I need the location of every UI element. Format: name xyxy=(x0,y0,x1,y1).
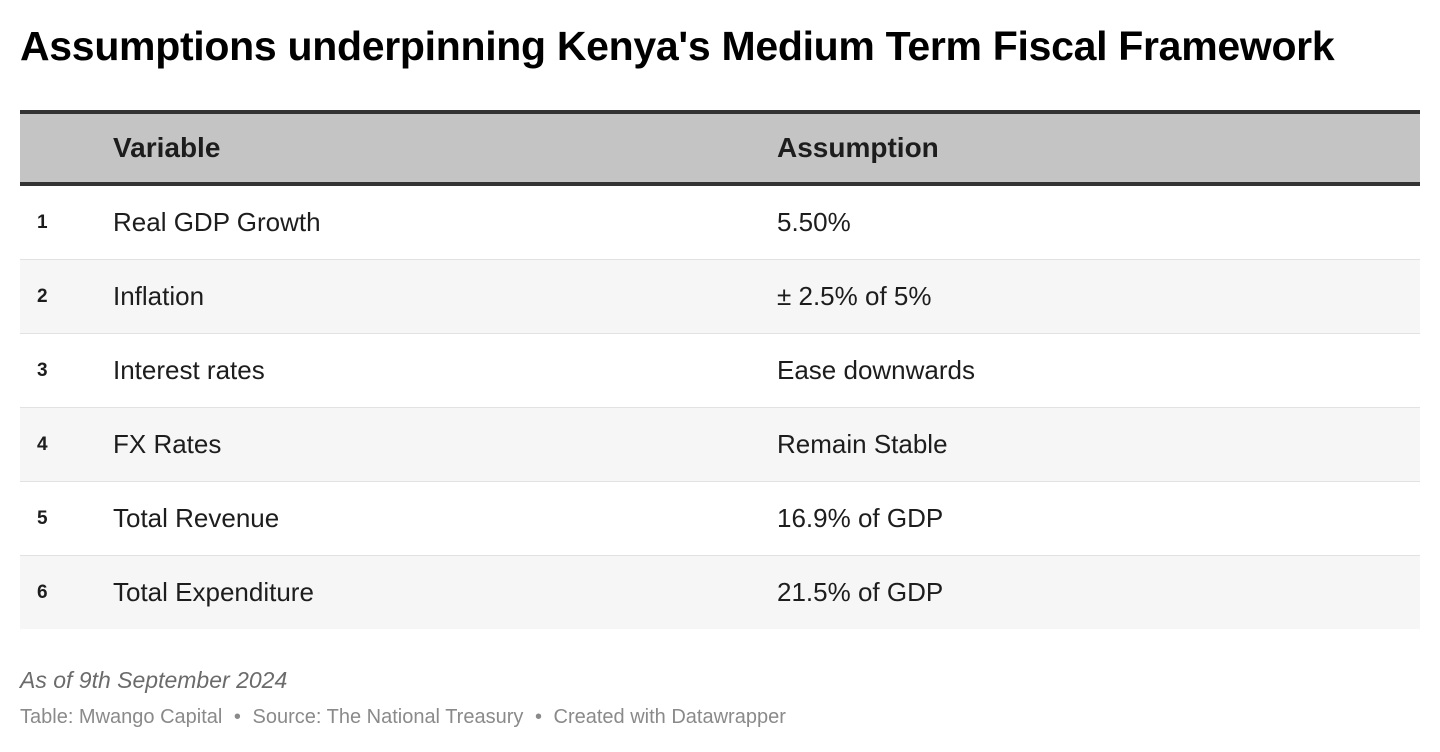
date-note: As of 9th September 2024 xyxy=(20,667,288,693)
table-row: 5 Total Revenue 16.9% of GDP xyxy=(20,482,1420,556)
variable-cell: Total Revenue xyxy=(113,503,280,533)
table-row: 1 Real GDP Growth 5.50% xyxy=(20,186,1420,260)
table-credit: Table: Mwango Capital xyxy=(20,706,223,728)
variable-cell: FX Rates xyxy=(113,429,222,459)
datawrapper-credit: Created with Datawrapper xyxy=(553,706,786,728)
assumption-cell: ± 2.5% of 5% xyxy=(777,281,932,311)
assumption-cell: 21.5% of GDP xyxy=(777,577,944,607)
separator-dot: • xyxy=(534,706,542,728)
footer-credits: Table: Mwango Capital • Source: The Nati… xyxy=(20,706,786,729)
column-header-assumption: Assumption xyxy=(777,132,939,163)
table-row: 4 FX Rates Remain Stable xyxy=(20,408,1420,482)
table-row: 6 Total Expenditure 21.5% of GDP xyxy=(20,556,1420,629)
variable-cell: Inflation xyxy=(113,281,205,311)
page-title: Assumptions underpinning Kenya's Medium … xyxy=(20,23,1335,69)
assumption-cell: 16.9% of GDP xyxy=(777,503,944,533)
row-number: 1 xyxy=(37,212,48,233)
row-number: 4 xyxy=(37,434,48,455)
variable-cell: Total Expenditure xyxy=(113,577,314,607)
table-header: Variable Assumption xyxy=(20,110,1420,186)
assumptions-table: Variable Assumption 1 Real GDP Growth 5.… xyxy=(20,110,1420,629)
table-row: 3 Interest rates Ease downwards xyxy=(20,334,1420,408)
row-number: 5 xyxy=(37,508,48,529)
variable-cell: Interest rates xyxy=(113,355,265,385)
row-number: 2 xyxy=(37,286,48,307)
assumption-cell: Remain Stable xyxy=(777,429,948,459)
table-row: 2 Inflation ± 2.5% of 5% xyxy=(20,260,1420,334)
row-number: 3 xyxy=(37,360,48,381)
column-header-variable: Variable xyxy=(113,132,221,163)
variable-cell: Real GDP Growth xyxy=(113,207,321,237)
assumption-cell: 5.50% xyxy=(777,207,851,237)
source-credit: Source: The National Treasury xyxy=(252,706,524,728)
assumption-cell: Ease downwards xyxy=(777,355,975,385)
row-number: 6 xyxy=(37,582,48,603)
separator-dot: • xyxy=(233,706,241,728)
